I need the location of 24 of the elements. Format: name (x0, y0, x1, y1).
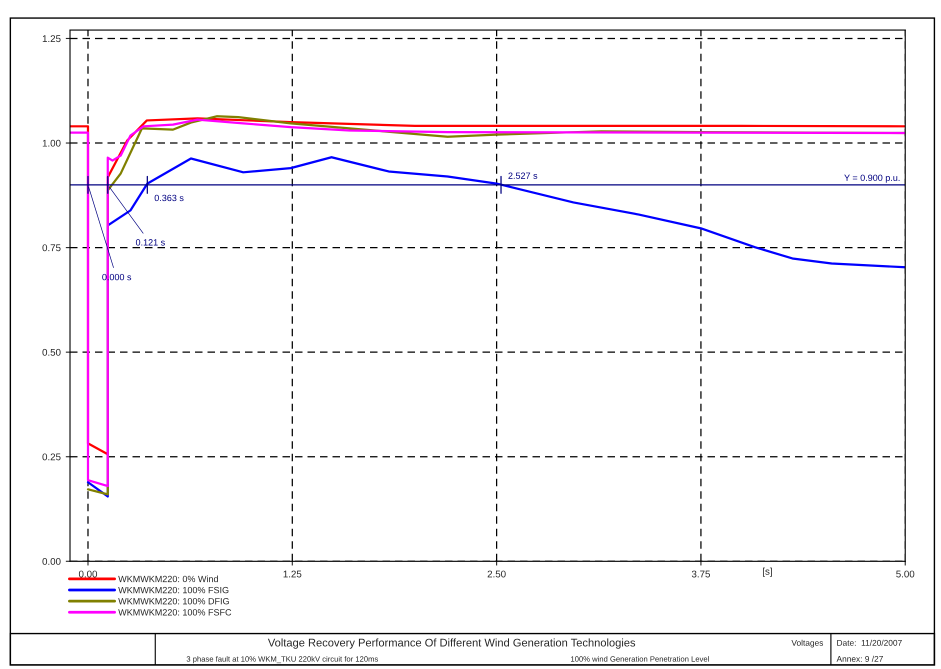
annotation: 0.121 s (136, 239, 165, 246)
x-tick-label: 1.25 (284, 570, 302, 578)
annotation: 2.527 s (508, 172, 538, 179)
x-tick-label: 3.75 (692, 570, 710, 578)
text: Voltage Recovery Performance Of Different Wind Generation Technologies (268, 638, 636, 649)
legend-label: WKMWKM220: 100% DFIG (118, 598, 229, 604)
legend-label: WKMWKM220: 0% Wind (118, 576, 218, 582)
legend-label: WKMWKM220: 100% FSIG (118, 586, 228, 594)
y-tick-label: 1.25 (42, 35, 61, 42)
y-tick-label: 0.75 (42, 244, 61, 252)
annotation: 0.363 s (154, 194, 184, 202)
x-tick-label: 5.00 (896, 570, 914, 578)
x-tick-label: 2.50 (488, 570, 506, 578)
legend-label: WKMWKM220: 100% FSFC (118, 609, 232, 616)
y-tick-label: 0.50 (42, 348, 61, 356)
y-tick-label: 0.25 (42, 453, 61, 460)
text: Date: 11/20/2007 (837, 640, 902, 646)
x-tick-label: 0.00 (78, 570, 98, 578)
y-tick-label: 0.00 (42, 558, 61, 565)
ref-line-label: Y = 0.900 p.u. (844, 174, 900, 183)
text: Voltages (791, 640, 824, 648)
x-axis-title: [s] (762, 568, 772, 577)
text: Annex: 9 /27 (836, 656, 883, 662)
y-tick-label: 1.00 (42, 140, 61, 147)
